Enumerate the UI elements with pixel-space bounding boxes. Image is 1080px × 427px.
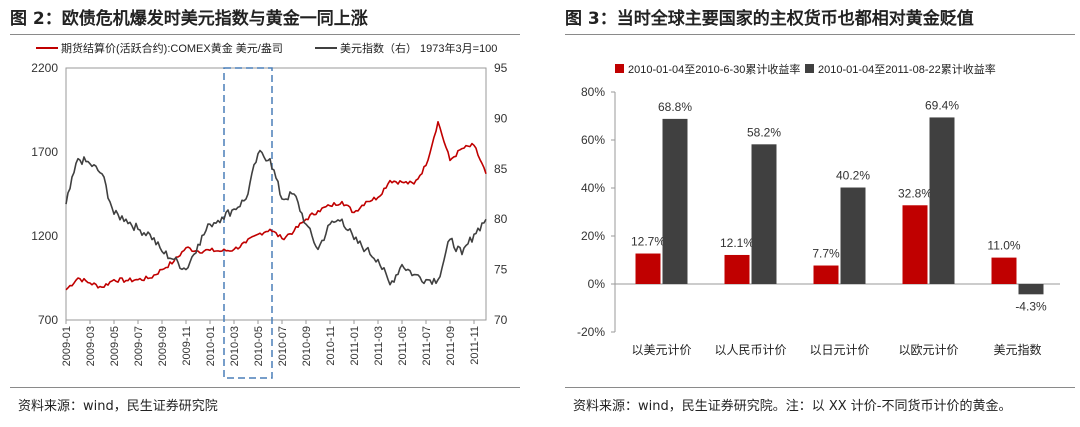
category-label: 以日元计价 bbox=[809, 343, 869, 357]
right-y-tick-label: 95 bbox=[494, 61, 508, 75]
x-tick-label: 2010-11 bbox=[325, 326, 337, 366]
gold-price-line bbox=[65, 121, 487, 291]
left-figure-title: 图 2：欧债危机爆发时美元指数与黄金一同上涨 bbox=[10, 9, 368, 29]
bar-data-label: 11.0% bbox=[987, 239, 1020, 253]
y-tick-label: 60% bbox=[581, 133, 605, 147]
x-tick-label: 2010-03 bbox=[229, 326, 241, 366]
right-y-tick-label: 85 bbox=[494, 162, 508, 176]
y-tick-label: 0% bbox=[588, 277, 606, 291]
y-tick-label: -20% bbox=[577, 325, 605, 339]
right-figure-title: 图 3：当时全球主要国家的主权货币也都相对黄金贬值 bbox=[565, 9, 974, 29]
legend-period2-swatch bbox=[805, 64, 814, 73]
left-source-note: 资料来源：wind，民生证券研究院 bbox=[18, 399, 218, 414]
x-tick-label: 2009-11 bbox=[181, 326, 193, 366]
x-tick-label: 2011-01 bbox=[349, 326, 361, 366]
bar-data-label: 69.4% bbox=[925, 98, 959, 112]
y-tick-label: 80% bbox=[581, 85, 605, 99]
legend-usd-label: 美元指数（右） 1973年3月=100 bbox=[340, 41, 497, 55]
line-chart-svg: 2200 1700 1200 700 95 90 85 80 75 70 2009-01 2009-0… bbox=[31, 41, 508, 379]
bar-data-label: -4.3% bbox=[1015, 299, 1047, 313]
x-tick-label: 2011-09 bbox=[445, 326, 457, 366]
bar-period2 bbox=[929, 117, 955, 284]
bar-period1 bbox=[813, 265, 839, 284]
left-y-tick-label: 1700 bbox=[31, 145, 58, 159]
x-tick-label: 2011-07 bbox=[421, 326, 433, 366]
y-tick-label: 20% bbox=[581, 229, 605, 243]
category-label: 以人民币计价 bbox=[714, 343, 786, 357]
right-y-tick-label: 80 bbox=[494, 212, 508, 226]
right-figure-panel: 图 3：当时全球主要国家的主权货币也都相对黄金贬值 80% 60% 40% 20% 0%… bbox=[555, 0, 1080, 427]
left-figure-panel: 图 2：欧债危机爆发时美元指数与黄金一同上涨 2200 1700 1200 700 95… bbox=[0, 0, 525, 427]
x-tick-label: 2010-09 bbox=[301, 326, 313, 366]
x-tick-label: 2009-05 bbox=[109, 326, 121, 366]
x-tick-label: 2009-01 bbox=[61, 326, 73, 366]
bar-data-label: 58.2% bbox=[747, 125, 781, 139]
bar-period1 bbox=[724, 254, 750, 284]
bar-data-label: 7.7% bbox=[812, 247, 840, 261]
bar-data-label: 68.8% bbox=[658, 100, 692, 114]
x-tick-label: 2010-07 bbox=[277, 326, 289, 366]
right-source-note: 资料来源：wind，民生证券研究院。注：以 XX 计价-不同货币计价的黄金。 bbox=[573, 399, 1012, 414]
right-y-tick-label: 75 bbox=[494, 263, 508, 277]
category-label: 以美元计价 bbox=[631, 343, 691, 357]
left-footer-divider bbox=[10, 387, 520, 388]
bar-period2 bbox=[1018, 284, 1044, 295]
bar-data-label: 12.1% bbox=[720, 236, 754, 250]
bar-period1 bbox=[991, 257, 1017, 284]
legend-period1-label: 2010-01-04至2010-6-30累计收益率 bbox=[628, 62, 800, 76]
usd-index-line bbox=[65, 149, 487, 286]
y-tick-label: 40% bbox=[581, 181, 605, 195]
category-label: 美元指数 bbox=[993, 342, 1041, 357]
right-title-divider bbox=[565, 34, 1075, 35]
bar-period2 bbox=[662, 118, 688, 284]
plot-area-frame bbox=[65, 67, 487, 321]
legend-period2-label: 2010-01-04至2011-08-22累计收益率 bbox=[818, 62, 996, 76]
bar-period2 bbox=[751, 144, 777, 284]
x-tick-label: 2011-05 bbox=[397, 326, 409, 366]
bar-period2 bbox=[840, 187, 866, 284]
highlight-dashed-box bbox=[223, 67, 273, 379]
left-y-tick-label: 700 bbox=[38, 313, 58, 327]
left-y-tick-label: 1200 bbox=[31, 229, 58, 243]
x-tick-label: 2011-11 bbox=[469, 326, 481, 365]
legend-gold-label: 期货结算价(活跃合约):COMEX黄金 美元/盎司 bbox=[61, 41, 283, 55]
bar-data-label: 32.8% bbox=[898, 186, 932, 200]
bar-chart-svg: 80% 60% 40% 20% 0% -20% 12.7% 68.8% 以美元计价 12.1% 58… bbox=[577, 62, 1060, 357]
legend-period1-swatch bbox=[615, 64, 624, 73]
left-title-divider bbox=[10, 34, 520, 35]
bar-period1 bbox=[902, 205, 928, 284]
x-tick-label: 2010-01 bbox=[205, 326, 217, 366]
right-y-tick-label: 70 bbox=[494, 313, 508, 327]
left-y-tick-label: 2200 bbox=[31, 61, 58, 75]
x-tick-label: 2011-03 bbox=[373, 326, 385, 366]
x-tick-label: 2009-09 bbox=[157, 326, 169, 366]
x-tick-label: 2009-03 bbox=[85, 326, 97, 366]
right-footer-divider bbox=[565, 387, 1075, 388]
category-label: 以欧元计价 bbox=[898, 343, 958, 357]
x-tick-label: 2009-07 bbox=[133, 326, 145, 366]
x-tick-label: 2010-05 bbox=[253, 326, 265, 366]
bar-period1 bbox=[635, 253, 661, 284]
right-y-tick-label: 90 bbox=[494, 111, 508, 125]
bar-data-label: 40.2% bbox=[836, 169, 870, 183]
bar-data-label: 12.7% bbox=[631, 235, 665, 249]
